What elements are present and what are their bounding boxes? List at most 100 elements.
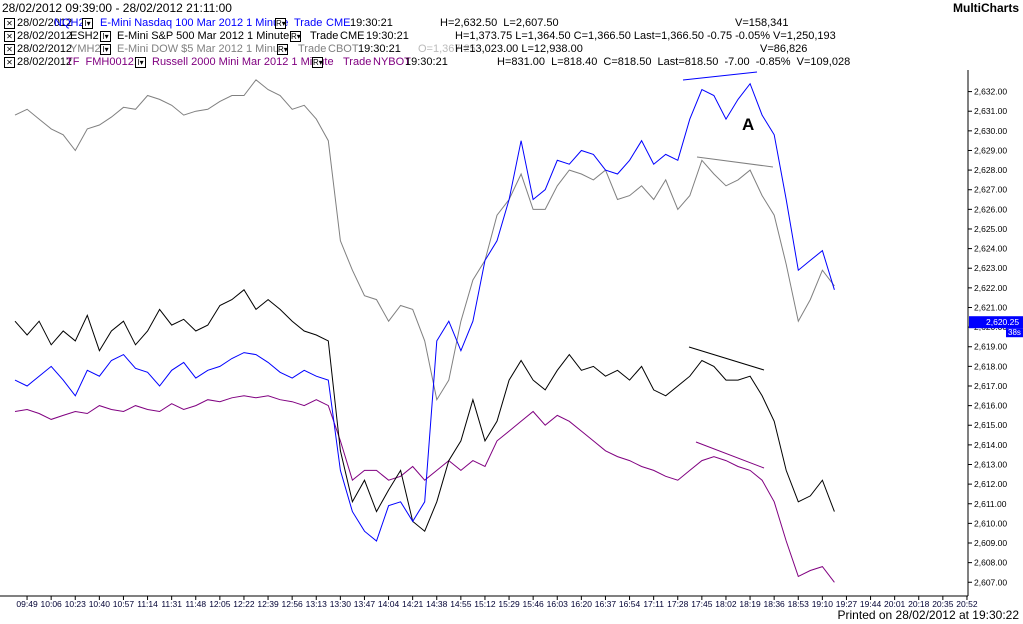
- x-tick-label: 14:55: [450, 599, 472, 609]
- x-tick-label: 14:21: [402, 599, 424, 609]
- interval-icon: I▾: [82, 18, 93, 29]
- interval-icon: I▾: [135, 57, 146, 68]
- countdown-box: [1006, 328, 1023, 338]
- x-tick-label: 14:04: [378, 599, 400, 609]
- x-tick-label: 20:52: [956, 599, 978, 609]
- plot-area: [0, 70, 968, 596]
- legend-feed: Trade: [310, 30, 339, 42]
- x-tick-label: 11:14: [137, 599, 158, 609]
- footer: Printed on 28/02/2012 at 19:30:22: [837, 608, 1019, 622]
- trend-line: [688, 346, 765, 371]
- y-tick-label: 2,624.00: [974, 244, 1007, 254]
- x-tick-label: 17:11: [643, 599, 664, 609]
- y-tick-label: 2,612.00: [974, 479, 1007, 489]
- y-tick-label: 2,629.00: [974, 145, 1007, 155]
- x-tick-label: 18:19: [739, 599, 761, 609]
- series-line: [14, 79, 835, 402]
- legend-symbol: NQH2: [54, 17, 85, 29]
- legend-exchange: CME: [340, 30, 365, 42]
- x-tick-label: 16:03: [547, 599, 569, 609]
- legend-stat: H=1,373.75 L=1,364.50 C=1,366.50 Last=1,…: [455, 30, 836, 42]
- legend-stat: H=13,023.00 L=12,938.00: [455, 43, 583, 55]
- legend-checkbox: ✕: [4, 18, 15, 29]
- y-tick-label: 2,630.00: [974, 126, 1007, 136]
- brand: MultiCharts: [953, 1, 1019, 15]
- y-tick-label: 2,609.00: [974, 538, 1007, 548]
- x-tick-label: 15:29: [498, 599, 520, 609]
- legend-checkbox: ✕: [4, 31, 15, 42]
- interval-icon: I▾: [100, 44, 111, 55]
- resolution-icon: R▾: [312, 57, 323, 68]
- y-tick-label: 2,614.00: [974, 440, 1007, 450]
- countdown: 38s: [1008, 328, 1021, 337]
- x-tick-label: 16:20: [571, 599, 593, 609]
- legend-date: 28/02/2012: [17, 30, 73, 42]
- last-price-label: 2,620.25: [986, 317, 1019, 327]
- x-tick-label: 18:02: [715, 599, 737, 609]
- legend-exchange: CBOT: [328, 43, 359, 55]
- y-tick-label: 2,626.00: [974, 204, 1007, 214]
- x-tick-label: 20:18: [908, 599, 930, 609]
- x-tick-label: 19:44: [860, 599, 882, 609]
- x-tick-label: 09:49: [16, 599, 38, 609]
- x-tick-label: 10:57: [113, 599, 135, 609]
- legend-feed: Trade: [294, 17, 323, 29]
- x-tick-label: 19:10: [812, 599, 834, 609]
- y-tick-label: 2,625.00: [974, 224, 1007, 234]
- x-tick-label: 16:54: [619, 599, 641, 609]
- resolution-icon: R▾: [290, 31, 301, 42]
- series-line: [14, 395, 835, 583]
- legend-checkbox: ✕: [4, 57, 15, 68]
- x-tick-label: 14:38: [426, 599, 448, 609]
- x-tick-label: 15:46: [523, 599, 545, 609]
- y-tick-label: 2,628.00: [974, 165, 1007, 175]
- trend-line: [682, 71, 758, 81]
- trend-line: [696, 156, 774, 168]
- y-tick-label: 2,619.00: [974, 342, 1007, 352]
- x-tick-label: 11:48: [185, 599, 206, 609]
- series-line: [14, 289, 835, 533]
- y-tick-label: 2,610.00: [974, 518, 1007, 528]
- resolution-icon: R▾: [277, 44, 288, 55]
- legend-open: O=1,367.25: [418, 43, 476, 55]
- y-tick-label: 2,621.00: [974, 302, 1007, 312]
- interval-icon: I▾: [100, 31, 111, 42]
- x-tick-label: 16:37: [595, 599, 617, 609]
- y-tick-label: 2,617.00: [974, 381, 1007, 391]
- x-tick-label: 18:36: [764, 599, 786, 609]
- x-tick-label: 10:06: [41, 599, 63, 609]
- x-tick-label: 17:45: [691, 599, 713, 609]
- last-price-marker: [969, 316, 1023, 329]
- legend-symbol: YMH2: [70, 43, 101, 55]
- x-tick-label: 20:35: [932, 599, 954, 609]
- x-tick-label: 13:47: [354, 599, 376, 609]
- legend-date: 28/02/2012: [17, 43, 73, 55]
- x-tick-label: 13:13: [306, 599, 328, 609]
- x-tick-label: 12:56: [282, 599, 304, 609]
- legend-description: Russell 2000 Mini Mar 2012 1 Minute: [152, 56, 334, 68]
- x-tick-label: 15:12: [474, 599, 496, 609]
- legend-symbol: ESH2: [70, 30, 99, 42]
- y-tick-label: 2,611.00: [974, 499, 1007, 509]
- x-tick-label: 17:28: [667, 599, 689, 609]
- y-tick-label: 2,622.00: [974, 283, 1007, 293]
- y-tick-label: 2,623.00: [974, 263, 1007, 273]
- legend-time: 19:30:21: [350, 17, 393, 29]
- legend-exchange: CME: [326, 17, 351, 29]
- x-tick-label: 19:27: [836, 599, 858, 609]
- legend-stat: H=2,632.50 L=2,607.50: [440, 17, 559, 29]
- y-tick-label: 2,616.00: [974, 401, 1007, 411]
- y-tick-label: 2,613.00: [974, 460, 1007, 470]
- x-tick-label: 12:39: [257, 599, 279, 609]
- legend-exchange: NYBOT: [373, 56, 411, 68]
- legend-feed: Trade: [298, 43, 327, 55]
- y-tick-label: 2,618.00: [974, 361, 1007, 371]
- x-tick-label: 13:30: [330, 599, 352, 609]
- y-tick-label: 2,631.00: [974, 106, 1007, 116]
- series-line: [14, 82, 835, 542]
- legend-time: 19:30:21: [358, 43, 401, 55]
- x-tick-label: 10:23: [65, 599, 87, 609]
- legend-description: E-Mini S&P 500 Mar 2012 1 Minute: [117, 30, 290, 42]
